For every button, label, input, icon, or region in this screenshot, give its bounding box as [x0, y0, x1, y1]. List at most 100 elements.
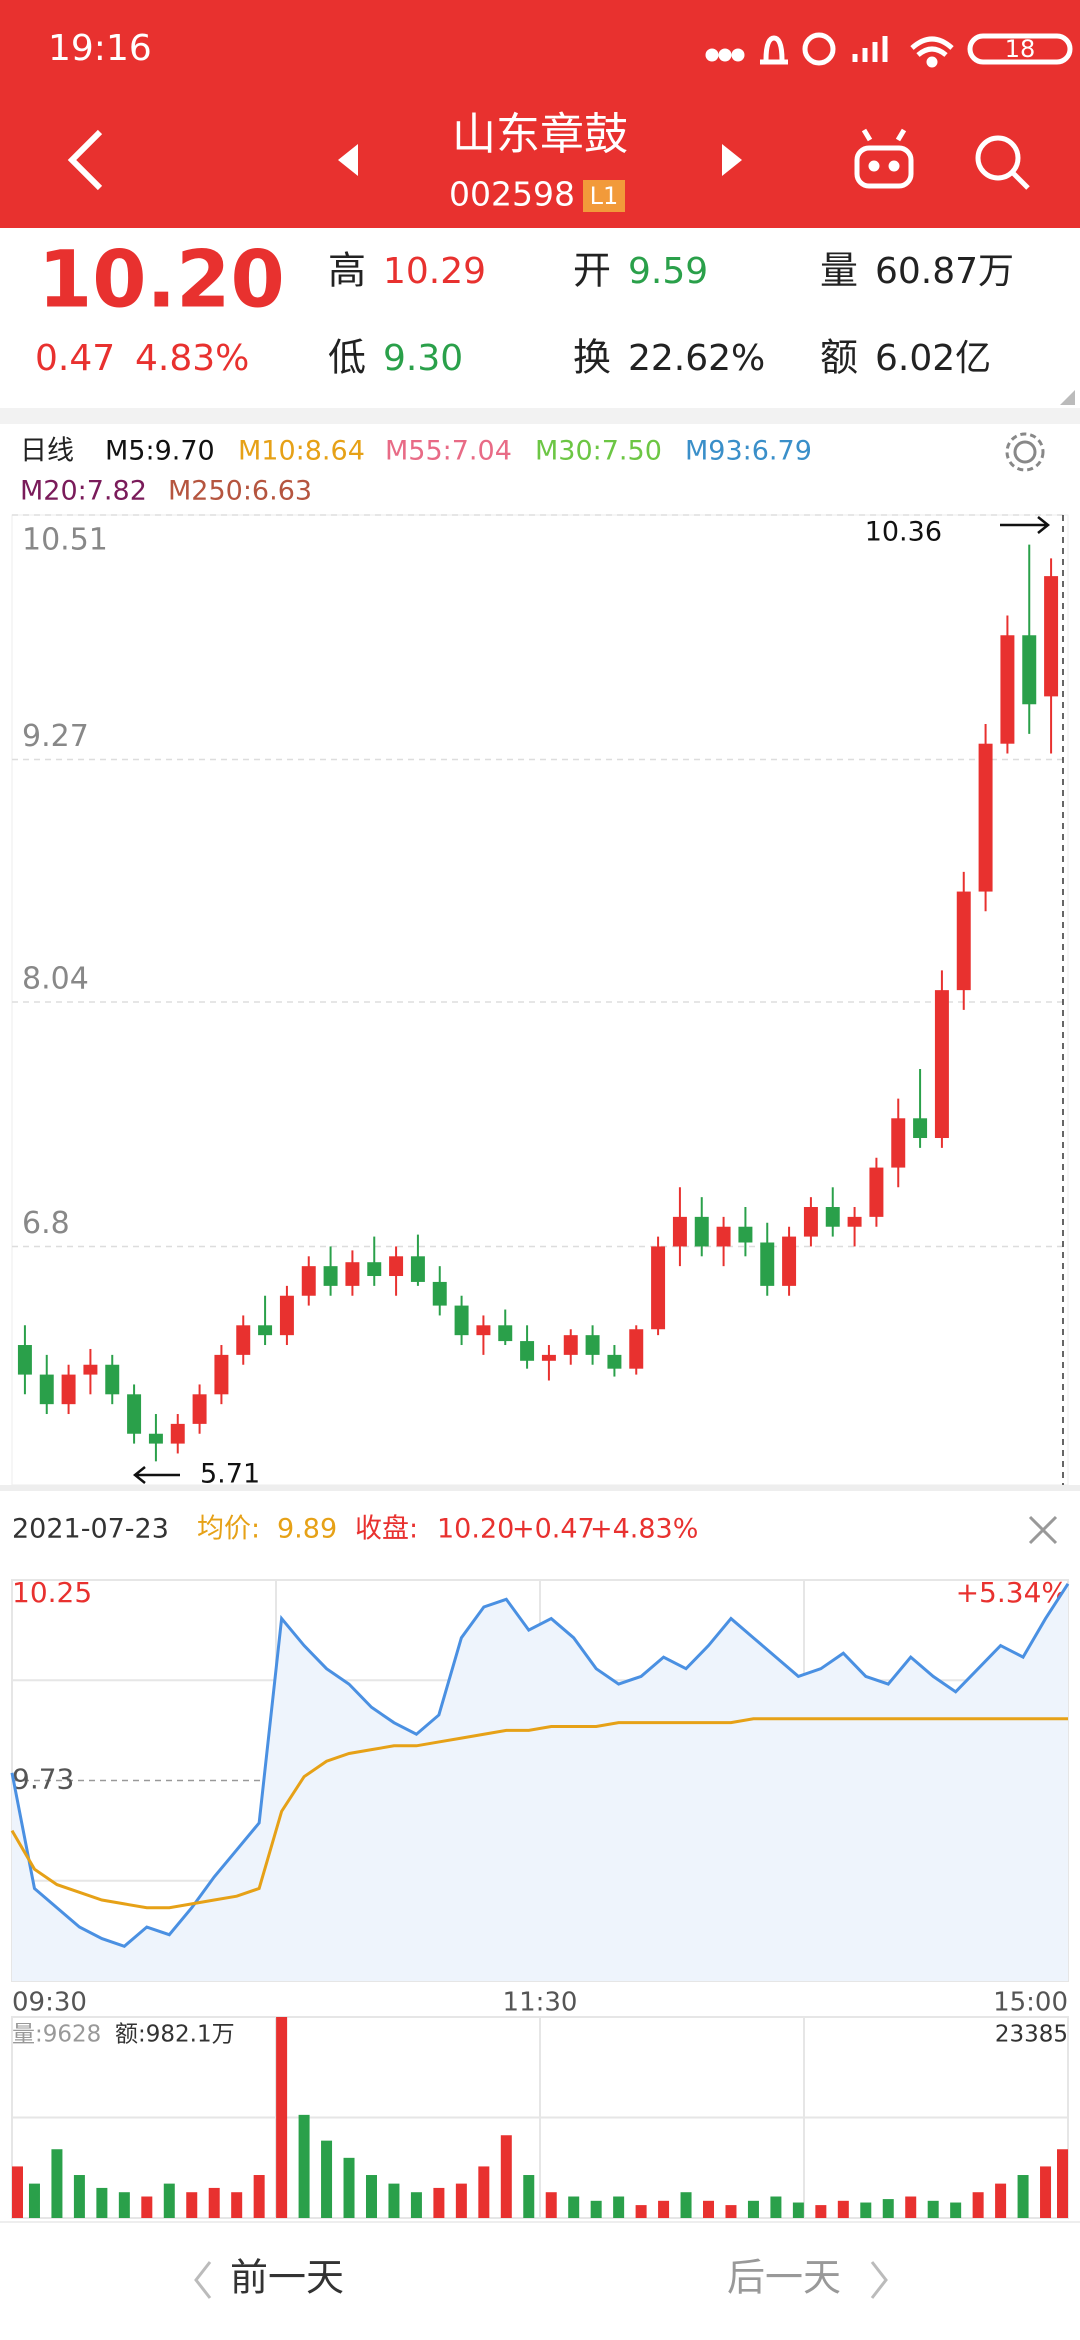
- status-time: 19:16: [48, 28, 152, 69]
- ma-legend: M30:7.50: [535, 436, 662, 467]
- ma-legend: M20:7.82: [20, 476, 147, 507]
- volume-bar: [590, 2200, 602, 2218]
- low-annotation: 5.71: [200, 1459, 260, 1490]
- stat-value: 9.30: [383, 338, 463, 379]
- volume-bar: [410, 2192, 422, 2218]
- candle-body: [301, 1266, 316, 1296]
- candle-body: [1044, 576, 1059, 697]
- candle-body: [323, 1266, 338, 1286]
- volume-bar: [882, 2199, 894, 2218]
- change: 0.47: [35, 338, 115, 379]
- candle-body: [345, 1262, 360, 1286]
- volume-bar: [388, 2183, 400, 2218]
- volume-bar: [950, 2202, 962, 2218]
- robot-icon[interactable]: [854, 128, 914, 189]
- back-button[interactable]: [67, 129, 103, 191]
- volume-bar: [321, 2140, 333, 2218]
- level-badge: L1: [590, 182, 619, 210]
- separator: [0, 1485, 1080, 1491]
- candle-body: [825, 1207, 840, 1227]
- stat-value: 9.59: [628, 251, 708, 292]
- candle-body: [520, 1341, 535, 1361]
- volume-bar: [433, 2187, 445, 2218]
- volume-bar: [703, 2200, 715, 2218]
- volume-bar: [927, 2200, 939, 2218]
- volume-bar: [747, 2200, 759, 2218]
- volume-bar: [1040, 2166, 1052, 2218]
- volume-bar: [815, 2205, 827, 2218]
- close-button[interactable]: [1028, 1515, 1058, 1545]
- candle-body: [258, 1325, 273, 1336]
- avg-value: 9.89: [277, 1514, 337, 1545]
- volume-bar: [208, 2187, 220, 2218]
- y-tick-label: 8.04: [22, 961, 89, 996]
- volume-bar: [792, 2202, 804, 2218]
- search-icon[interactable]: [975, 135, 1030, 190]
- volume-max-label: 23385: [995, 2022, 1068, 2048]
- stat-label: 高: [328, 249, 366, 293]
- level-badge-bg: [583, 180, 625, 212]
- x-tick-label: 09:30: [12, 1988, 87, 2018]
- candle-body: [39, 1374, 54, 1405]
- header-bg: [0, 0, 1080, 228]
- candle-body: [61, 1374, 76, 1405]
- volume-bar: [680, 2192, 692, 2218]
- close-value: 10.20: [437, 1514, 514, 1545]
- candle-body: [410, 1256, 425, 1282]
- next-day[interactable]: 后一天: [727, 2256, 841, 2300]
- stat-label: 量: [820, 249, 858, 293]
- candle-body: [17, 1345, 32, 1375]
- volume-bar: [1017, 2175, 1029, 2218]
- candle-body: [934, 990, 949, 1139]
- volume-label: 量:9628: [12, 2022, 101, 2048]
- candle-body: [83, 1364, 98, 1375]
- candle-body: [913, 1118, 928, 1139]
- change-pct: 4.83%: [135, 338, 249, 379]
- prev-stock[interactable]: [338, 144, 358, 176]
- volume-bar: [12, 2166, 23, 2218]
- volume-bar: [365, 2175, 377, 2218]
- candle-body: [629, 1329, 644, 1369]
- volume-bar: [658, 2200, 670, 2218]
- y-tick-label: 10.51: [22, 523, 108, 558]
- volume-bar: [770, 2196, 782, 2218]
- candle-body: [192, 1394, 207, 1424]
- candle-body: [236, 1325, 251, 1355]
- stat-label: 开: [573, 249, 611, 293]
- candle-body: [476, 1325, 491, 1336]
- candle-body: [214, 1354, 229, 1395]
- candle-body: [847, 1216, 862, 1227]
- candle-body: [760, 1242, 775, 1286]
- candle-body: [694, 1216, 709, 1247]
- next-stock[interactable]: [722, 144, 742, 176]
- candle-body: [170, 1423, 185, 1444]
- stat-label: 额: [820, 336, 858, 380]
- settings-icon[interactable]: [1005, 432, 1045, 472]
- volume-bar: [455, 2183, 467, 2218]
- volume-bar: [186, 2192, 198, 2218]
- ma-legend: M10:8.64: [238, 436, 365, 467]
- ma-legend: M5:9.70: [105, 436, 215, 467]
- stock-code: 002598: [449, 175, 575, 214]
- prev-day[interactable]: 前一天: [230, 2256, 344, 2300]
- battery-level: 18: [1005, 35, 1036, 63]
- close-change: +0.47: [512, 1514, 595, 1545]
- corner-mark: [1060, 390, 1075, 405]
- next-day-chevron[interactable]: [870, 2261, 888, 2299]
- kline-frame: [11, 514, 1069, 1486]
- volume-bar: [51, 2149, 63, 2218]
- candle-body: [803, 1207, 818, 1237]
- stat-label: 换: [573, 336, 611, 380]
- candle-body: [1000, 635, 1015, 744]
- prev-day-chevron[interactable]: [194, 2261, 212, 2299]
- volume-bar: [343, 2157, 355, 2218]
- y-tick-label: 9.27: [22, 719, 89, 754]
- candle-body: [869, 1167, 884, 1217]
- volume-bar: [972, 2192, 984, 2218]
- candle-body: [716, 1226, 731, 1247]
- volume-bar: [163, 2183, 175, 2218]
- volume-bar: [118, 2192, 130, 2218]
- candle-body: [498, 1325, 513, 1342]
- volume-bar: [837, 2200, 849, 2218]
